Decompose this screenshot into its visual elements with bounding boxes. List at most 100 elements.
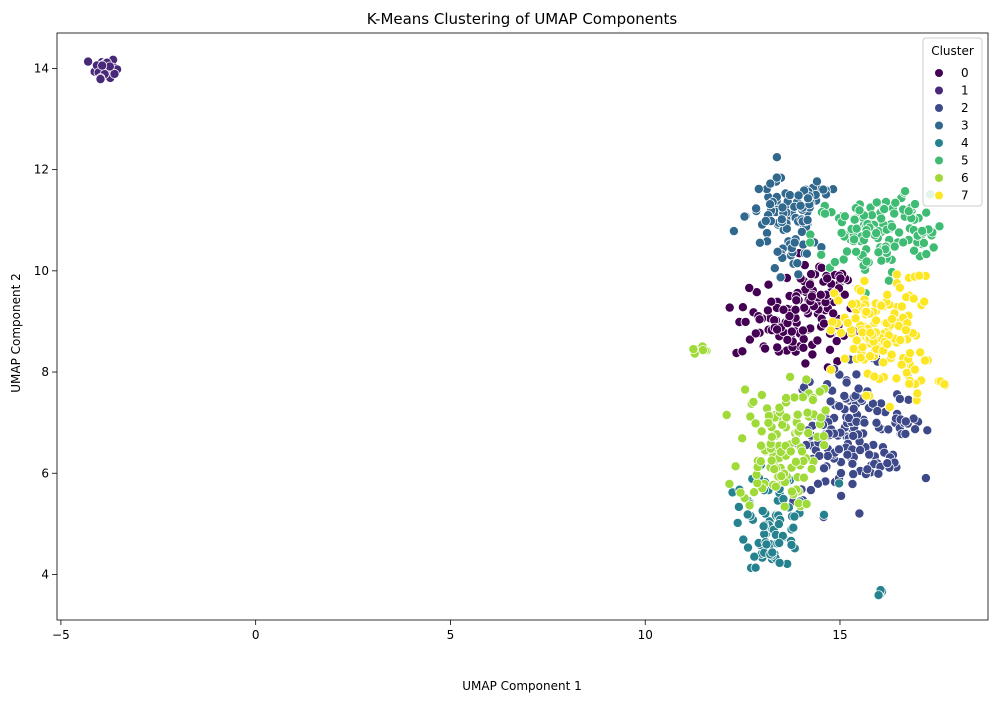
data-point [781,392,792,403]
x-tick-label: −5 [52,628,70,642]
data-point [766,431,777,442]
data-point [879,204,890,215]
data-point [851,223,862,234]
data-point [807,349,818,360]
data-point [915,347,926,358]
data-point [756,426,767,437]
data-point [820,208,831,219]
data-point [818,431,829,442]
data-point [721,409,732,420]
data-point [890,197,901,208]
legend-marker-5 [935,156,943,165]
data-point [827,317,838,328]
legend-label-6: 6 [961,171,969,185]
data-point [763,279,774,290]
data-point [882,458,893,469]
data-point [738,534,749,545]
legend-marker-4 [935,139,943,147]
data-point [761,539,772,550]
data-point [855,352,866,363]
data-point [865,327,876,338]
data-point [920,473,931,484]
data-point [797,392,808,403]
data-point [754,314,765,325]
y-tick-label: 4 [41,567,49,581]
data-point [784,311,795,322]
data-point [789,392,800,403]
x-axis-label: UMAP Component 1 [462,679,582,693]
data-point [822,450,833,461]
data-point [772,342,783,353]
series-cluster-5 [805,186,945,299]
data-point [776,214,787,225]
data-point [871,417,882,428]
data-point [752,478,763,489]
data-point [816,249,827,260]
data-point [814,386,825,397]
data-point [757,505,768,516]
data-point [851,246,862,257]
data-point [767,547,778,558]
data-point [850,313,861,324]
data-point [918,237,929,248]
data-point [698,345,709,356]
data-point [871,228,882,239]
data-point [848,430,859,441]
data-point [849,214,860,225]
data-point [921,207,932,218]
data-point [801,498,812,509]
y-tick-label: 6 [41,466,49,480]
data-point [745,411,756,422]
data-point [795,200,806,211]
legend-label-0: 0 [961,66,969,80]
data-point [786,539,797,550]
data-point [748,396,759,407]
data-point [756,440,767,451]
x-tick-label: 0 [252,628,260,642]
data-point [825,396,836,407]
data-point [847,478,858,489]
data-point [855,445,866,456]
y-tick-label: 14 [34,61,49,75]
data-point [865,351,876,362]
data-point [751,203,762,214]
data-point [909,245,920,256]
data-point [750,418,761,429]
data-point [806,291,817,302]
data-point [872,406,883,417]
data-point [765,199,776,210]
data-point [822,273,833,284]
data-point [749,487,760,498]
data-point [883,424,894,435]
data-point [842,449,853,460]
data-point [786,486,797,497]
data-point [891,373,902,384]
data-point [920,355,931,366]
data-point [807,394,818,405]
data-point [744,334,755,345]
data-point [781,412,792,423]
legend-marker-6 [935,174,943,182]
legend: Cluster 0 1 2 3 4 5 6 7 [922,37,983,207]
legend-marker-3 [935,121,943,130]
data-point [792,409,803,420]
legend-label-1: 1 [961,84,969,98]
data-point [876,213,887,224]
x-tick-label: 10 [638,628,653,642]
data-point [740,316,751,327]
data-point [910,424,921,435]
data-point [789,237,800,248]
data-point [724,302,735,313]
plot-area [83,54,951,601]
data-point [793,269,804,280]
data-point [900,186,911,197]
data-point [739,211,750,222]
data-point [737,302,748,313]
data-point [882,289,893,300]
data-point [900,416,911,427]
data-point [834,444,845,455]
data-point [831,336,842,347]
data-point [784,190,795,201]
data-point [825,325,836,336]
